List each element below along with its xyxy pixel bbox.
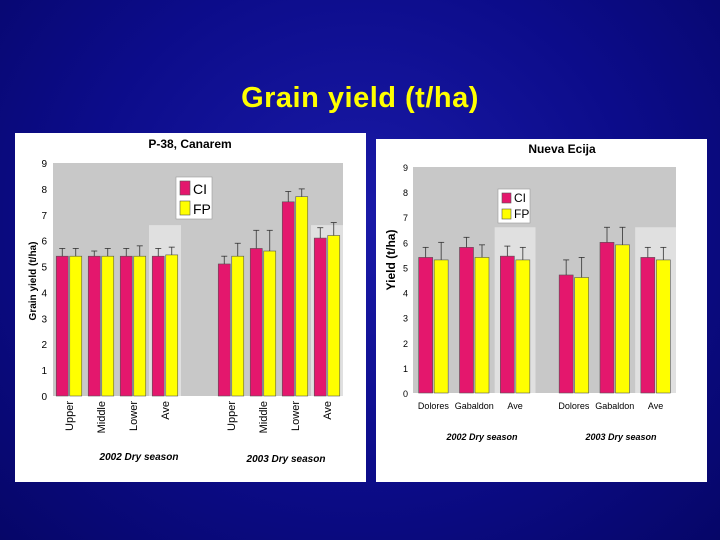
category-label: Upper	[64, 401, 76, 431]
group-label: 2002 Dry season	[445, 432, 518, 442]
category-label: Ave	[507, 401, 522, 411]
y-tick-label: 4	[41, 288, 47, 299]
y-axis-label: Grain yield (t/ha)	[28, 242, 39, 321]
bar-ci	[418, 257, 433, 394]
bar-ci	[459, 247, 474, 394]
bar-fp	[574, 277, 589, 394]
bar-fp	[231, 255, 245, 397]
bar-fp	[656, 259, 671, 394]
y-tick-label: 5	[41, 263, 47, 274]
bar-fp	[295, 196, 309, 397]
bar-fp	[474, 257, 490, 394]
legend-swatch-fp	[501, 208, 512, 220]
bar-ci	[558, 274, 574, 394]
category-label: Upper	[226, 401, 238, 431]
group-label: 2003 Dry season	[246, 454, 326, 465]
y-tick-label: 2	[403, 339, 408, 349]
bar-ci	[313, 237, 327, 397]
chart-title: P-38, Canarem	[148, 137, 231, 151]
chart-canarem: 0 1 2 3 4 5 6 7 8 9 P-38, Canarem Grain yield (t/ha…	[28, 137, 343, 465]
bar-fp	[263, 250, 277, 397]
bar-fp	[615, 244, 630, 394]
bar-fp	[101, 255, 115, 397]
legend-label-fp: FP	[193, 201, 211, 217]
y-tick-label: 7	[403, 213, 408, 223]
category-label: Dolores	[418, 401, 450, 411]
legend-swatch-fp	[179, 200, 191, 216]
bar-ci	[151, 255, 165, 397]
bar-fp	[515, 259, 531, 394]
category-label: Gabaldon	[455, 401, 494, 411]
y-tick-label: 0	[41, 392, 47, 403]
y-tick-label: 8	[403, 188, 408, 198]
y-tick-label: 5	[403, 263, 408, 273]
slide-title: Grain yield (t/ha)	[241, 82, 479, 114]
bar-ci	[87, 255, 101, 397]
y-axis-label: Yield (t/ha)	[384, 230, 398, 291]
bar-ci	[55, 255, 69, 397]
y-tick-label: 9	[403, 163, 408, 173]
y-tick-label: 4	[403, 289, 408, 299]
bar-fp	[69, 255, 83, 397]
category-label: Ave	[160, 401, 172, 420]
chart-nueva-ecija: 0 1 2 3 4 5 6 7 8 9 Nueva Ecija Yield (t/ha) CI FP Dol…	[384, 142, 676, 442]
bar-fp	[433, 259, 449, 394]
category-label: Middle	[96, 401, 108, 433]
bar-ci	[119, 255, 133, 397]
legend-label-ci: CI	[514, 191, 526, 205]
y-tick-label: 0	[403, 389, 408, 399]
category-label: Ave	[322, 401, 334, 420]
plot-area	[413, 167, 676, 393]
y-tick-label: 3	[403, 314, 408, 324]
bar-fp	[327, 235, 341, 397]
bar-ci	[249, 248, 263, 397]
category-label: Gabaldon	[595, 401, 634, 411]
legend-label-fp: FP	[514, 207, 529, 221]
bar-ci	[500, 255, 515, 394]
bar-ci	[217, 263, 231, 397]
category-label: Dolores	[558, 401, 590, 411]
y-tick-label: 7	[41, 211, 47, 222]
y-tick-label: 3	[41, 314, 47, 325]
legend-swatch-ci	[501, 192, 512, 204]
y-tick-label: 9	[41, 159, 47, 170]
bar-ci	[281, 201, 295, 397]
y-tick-label: 6	[403, 238, 408, 248]
bar-fp	[133, 255, 147, 397]
bar-fp	[165, 254, 179, 397]
category-label: Lower	[128, 401, 140, 431]
chart-title: Nueva Ecija	[528, 142, 596, 156]
group-label: 2003 Dry season	[584, 432, 657, 442]
category-label: Ave	[648, 401, 663, 411]
y-tick-label: 2	[41, 340, 47, 351]
y-tick-label: 1	[41, 366, 47, 377]
category-label: Lower	[290, 401, 302, 431]
y-tick-label: 8	[41, 185, 47, 196]
category-label: Middle	[258, 401, 270, 433]
chart-panel-nueva-ecija: 0 1 2 3 4 5 6 7 8 9 Nueva Ecija Yield (t/ha) CI FP Dol…	[376, 139, 707, 482]
y-tick-label: 1	[403, 364, 408, 374]
legend-label-ci: CI	[193, 181, 207, 197]
group-label: 2002 Dry season	[99, 452, 179, 463]
bar-ci	[640, 257, 656, 394]
chart-panel-canarem: 0 1 2 3 4 5 6 7 8 9 P-38, Canarem Grain yield (t/ha…	[15, 133, 366, 482]
legend-swatch-ci	[179, 180, 191, 196]
bar-ci	[599, 242, 615, 394]
y-tick-label: 6	[41, 237, 47, 248]
